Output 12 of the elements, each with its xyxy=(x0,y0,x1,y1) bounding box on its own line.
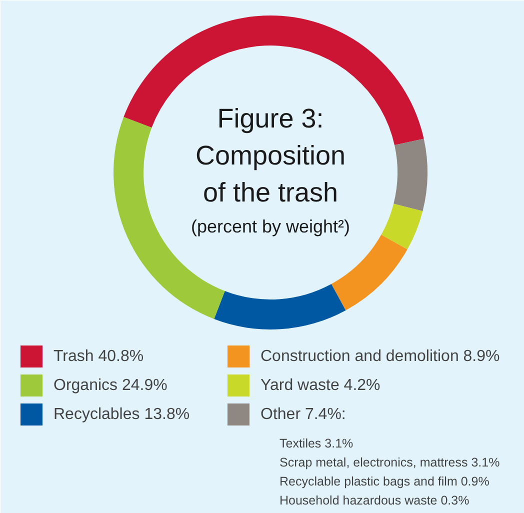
legend-label: Yard waste 4.2% xyxy=(260,377,380,394)
legend-label: Organics 24.9% xyxy=(54,377,168,394)
legend-label: Construction and demolition 8.9% xyxy=(260,348,500,365)
legend-label: Trash 40.8% xyxy=(54,348,144,365)
legend-label: Recyclables 13.8% xyxy=(54,406,190,423)
text: Figure 3: Composition of the trash xyxy=(195,104,346,208)
text: Scrap metal, electronics, mattress 3.1% xyxy=(280,456,500,470)
text: Textiles 3.1% xyxy=(280,436,354,450)
legend-label: Other 7.4%: xyxy=(260,406,346,423)
text: Recyclable plastic bags and film 0.9% xyxy=(280,474,490,488)
text: (percent by weight²) xyxy=(190,216,350,236)
text: Household hazardous waste 0.3% xyxy=(280,494,470,508)
